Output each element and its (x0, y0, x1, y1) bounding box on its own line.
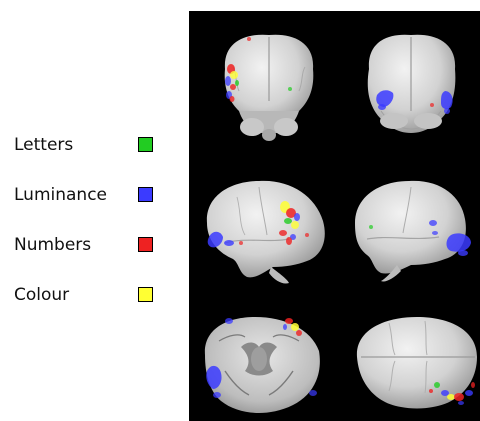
legend-label-letters: Letters (14, 135, 74, 155)
brain-view-back (367, 34, 456, 133)
brain-view-bottom (204, 317, 320, 413)
brain-renderings (204, 34, 477, 413)
brain-view-front (224, 34, 314, 141)
brain-view-top (356, 317, 477, 409)
legend-swatch-luminance (138, 187, 153, 202)
legend-swatch-colour (138, 287, 153, 302)
legend-label-luminance: Luminance (14, 185, 108, 205)
legend: Letters Luminance Numbers Colour (0, 0, 190, 421)
legend-label-numbers: Numbers (14, 235, 92, 255)
legend-swatch-letters (138, 137, 153, 152)
brain-render-panel (189, 11, 480, 421)
legend-swatch-numbers (138, 237, 153, 252)
brain-view-right (355, 180, 471, 282)
legend-label-colour: Colour (14, 285, 70, 305)
brain-view-left (206, 180, 325, 284)
